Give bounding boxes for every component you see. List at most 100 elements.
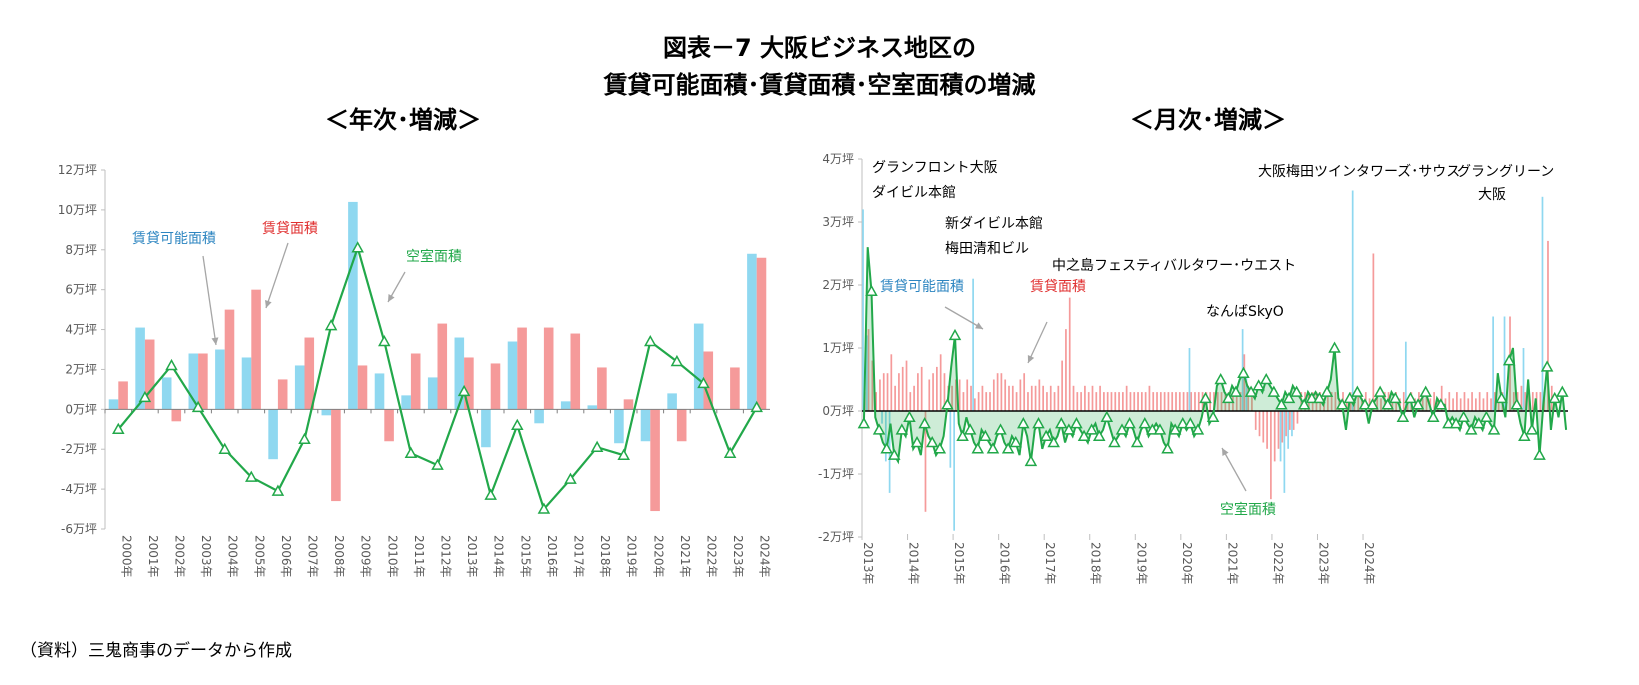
bar-leased — [1038, 379, 1041, 411]
y-tick-label: -2万坪 — [818, 530, 854, 544]
bar-leased — [1493, 392, 1496, 411]
point-vacant — [1419, 385, 1432, 397]
bar-leased — [1197, 392, 1200, 411]
bar-leased — [1019, 379, 1022, 411]
bar-leased — [1376, 392, 1379, 411]
bar-leased — [1110, 392, 1113, 411]
bar-leased — [384, 409, 394, 442]
arrow-available-head — [211, 337, 219, 345]
x-tick-label: 2020年 — [1180, 542, 1194, 585]
point-vacant — [1343, 391, 1357, 404]
annotation-label: 大阪 — [1478, 187, 1506, 203]
bar-leased — [898, 373, 900, 411]
bar-leased — [410, 353, 421, 410]
bar-leased — [1194, 392, 1196, 411]
bar-leased — [1049, 385, 1052, 411]
point-vacant — [1442, 417, 1455, 429]
x-tick-label: 2020年 — [651, 535, 665, 578]
point-vacant — [1556, 385, 1569, 397]
bar-leased — [1456, 392, 1458, 411]
point-vacant — [1518, 429, 1531, 441]
y-tick-label: 2万坪 — [65, 362, 97, 376]
x-tick-label: 2022年 — [1271, 542, 1285, 585]
point-vacant — [1085, 423, 1098, 435]
annual-change-chart: -6万坪 -4万坪 -2万坪 0万坪 2万坪 4万坪 6万坪 8万坪 10万坪 12万坪 2000年… — [58, 163, 772, 578]
point-vacant — [895, 423, 909, 435]
point-vacant — [1009, 435, 1023, 448]
bar-available — [401, 395, 411, 410]
bar-leased — [1167, 392, 1170, 411]
point-vacant — [1123, 417, 1136, 429]
point-vacant — [1540, 360, 1554, 372]
arrow-vacant-head — [388, 294, 395, 302]
point-vacant — [918, 417, 931, 429]
arrow-leased-line — [1027, 321, 1048, 364]
x-tick-label: 2023年 — [1316, 542, 1330, 585]
bar-leased — [970, 385, 972, 411]
x-tick-label: 2015年 — [952, 542, 966, 585]
bar-leased — [1285, 411, 1287, 437]
point-vacant — [1229, 385, 1243, 397]
bar-available — [1245, 373, 1248, 411]
x-tick-label: 2008年 — [332, 535, 346, 578]
point-vacant — [1100, 410, 1114, 423]
point-vacant — [1237, 366, 1250, 378]
y-tick-label: 4万坪 — [65, 323, 97, 337]
point-vacant — [1275, 398, 1288, 410]
bar-leased — [958, 379, 961, 411]
bar-leased — [171, 409, 182, 422]
point-vacant — [1259, 372, 1273, 385]
bar-leased — [1391, 398, 1394, 411]
annotation-label: 大阪梅田ツインタワーズ･サウス — [1258, 164, 1460, 180]
bar-leased — [1251, 392, 1253, 411]
annotation-label: グラングリーン — [1457, 164, 1554, 180]
annotation-label: 空室面積 — [1220, 501, 1276, 518]
bar-leased — [1095, 392, 1098, 411]
y-tick-label: 0万坪 — [822, 404, 854, 418]
bar-leased — [1159, 392, 1162, 411]
point-vacant — [723, 446, 737, 458]
point-vacant — [1297, 398, 1311, 410]
bar-leased — [1490, 398, 1492, 411]
point-vacant — [1168, 423, 1182, 435]
bar-leased — [882, 373, 885, 411]
bar-leased — [894, 385, 896, 411]
bar-leased — [1171, 392, 1174, 411]
bar-leased — [928, 379, 931, 411]
point-vacant — [1161, 442, 1174, 454]
annotation-available: 賃貸可能面積 — [132, 231, 216, 247]
bar-leased — [1334, 392, 1337, 411]
bar-leased — [1057, 385, 1060, 411]
bar-leased — [992, 379, 995, 411]
bar-available — [135, 327, 145, 410]
point-vacant — [617, 448, 630, 460]
point-vacant — [1404, 391, 1417, 404]
bar-available — [693, 323, 704, 410]
point-vacant — [1335, 398, 1349, 410]
point-vacant — [887, 448, 901, 460]
bar-leased — [1467, 398, 1470, 411]
x-tick-label: 2021年 — [1225, 542, 1239, 585]
point-vacant — [1070, 417, 1083, 429]
bar-available — [560, 401, 571, 410]
point-vacant — [1434, 398, 1448, 410]
point-vacant — [324, 319, 338, 331]
point-vacant — [218, 442, 231, 454]
point-vacant — [1115, 423, 1129, 435]
x-tick-label: 2006年 — [279, 535, 293, 578]
point-vacant — [670, 354, 684, 367]
bar-available — [747, 253, 757, 410]
bar-leased — [901, 366, 904, 411]
chart-title-line2: 賃貸可能面積･賃貸面積･空室面積の増減 — [603, 71, 1036, 99]
bar-leased — [1247, 385, 1249, 411]
bar-leased — [1042, 385, 1045, 411]
bar-available — [1291, 411, 1293, 437]
bar-leased — [1289, 411, 1291, 430]
point-vacant — [1092, 429, 1106, 441]
x-tick-label: 2016年 — [545, 535, 559, 578]
bar-leased — [1103, 392, 1105, 411]
bar-available — [884, 411, 887, 462]
bar-leased — [1273, 411, 1276, 462]
bar-leased — [1068, 297, 1071, 411]
arrow-leased-head — [1027, 355, 1035, 363]
